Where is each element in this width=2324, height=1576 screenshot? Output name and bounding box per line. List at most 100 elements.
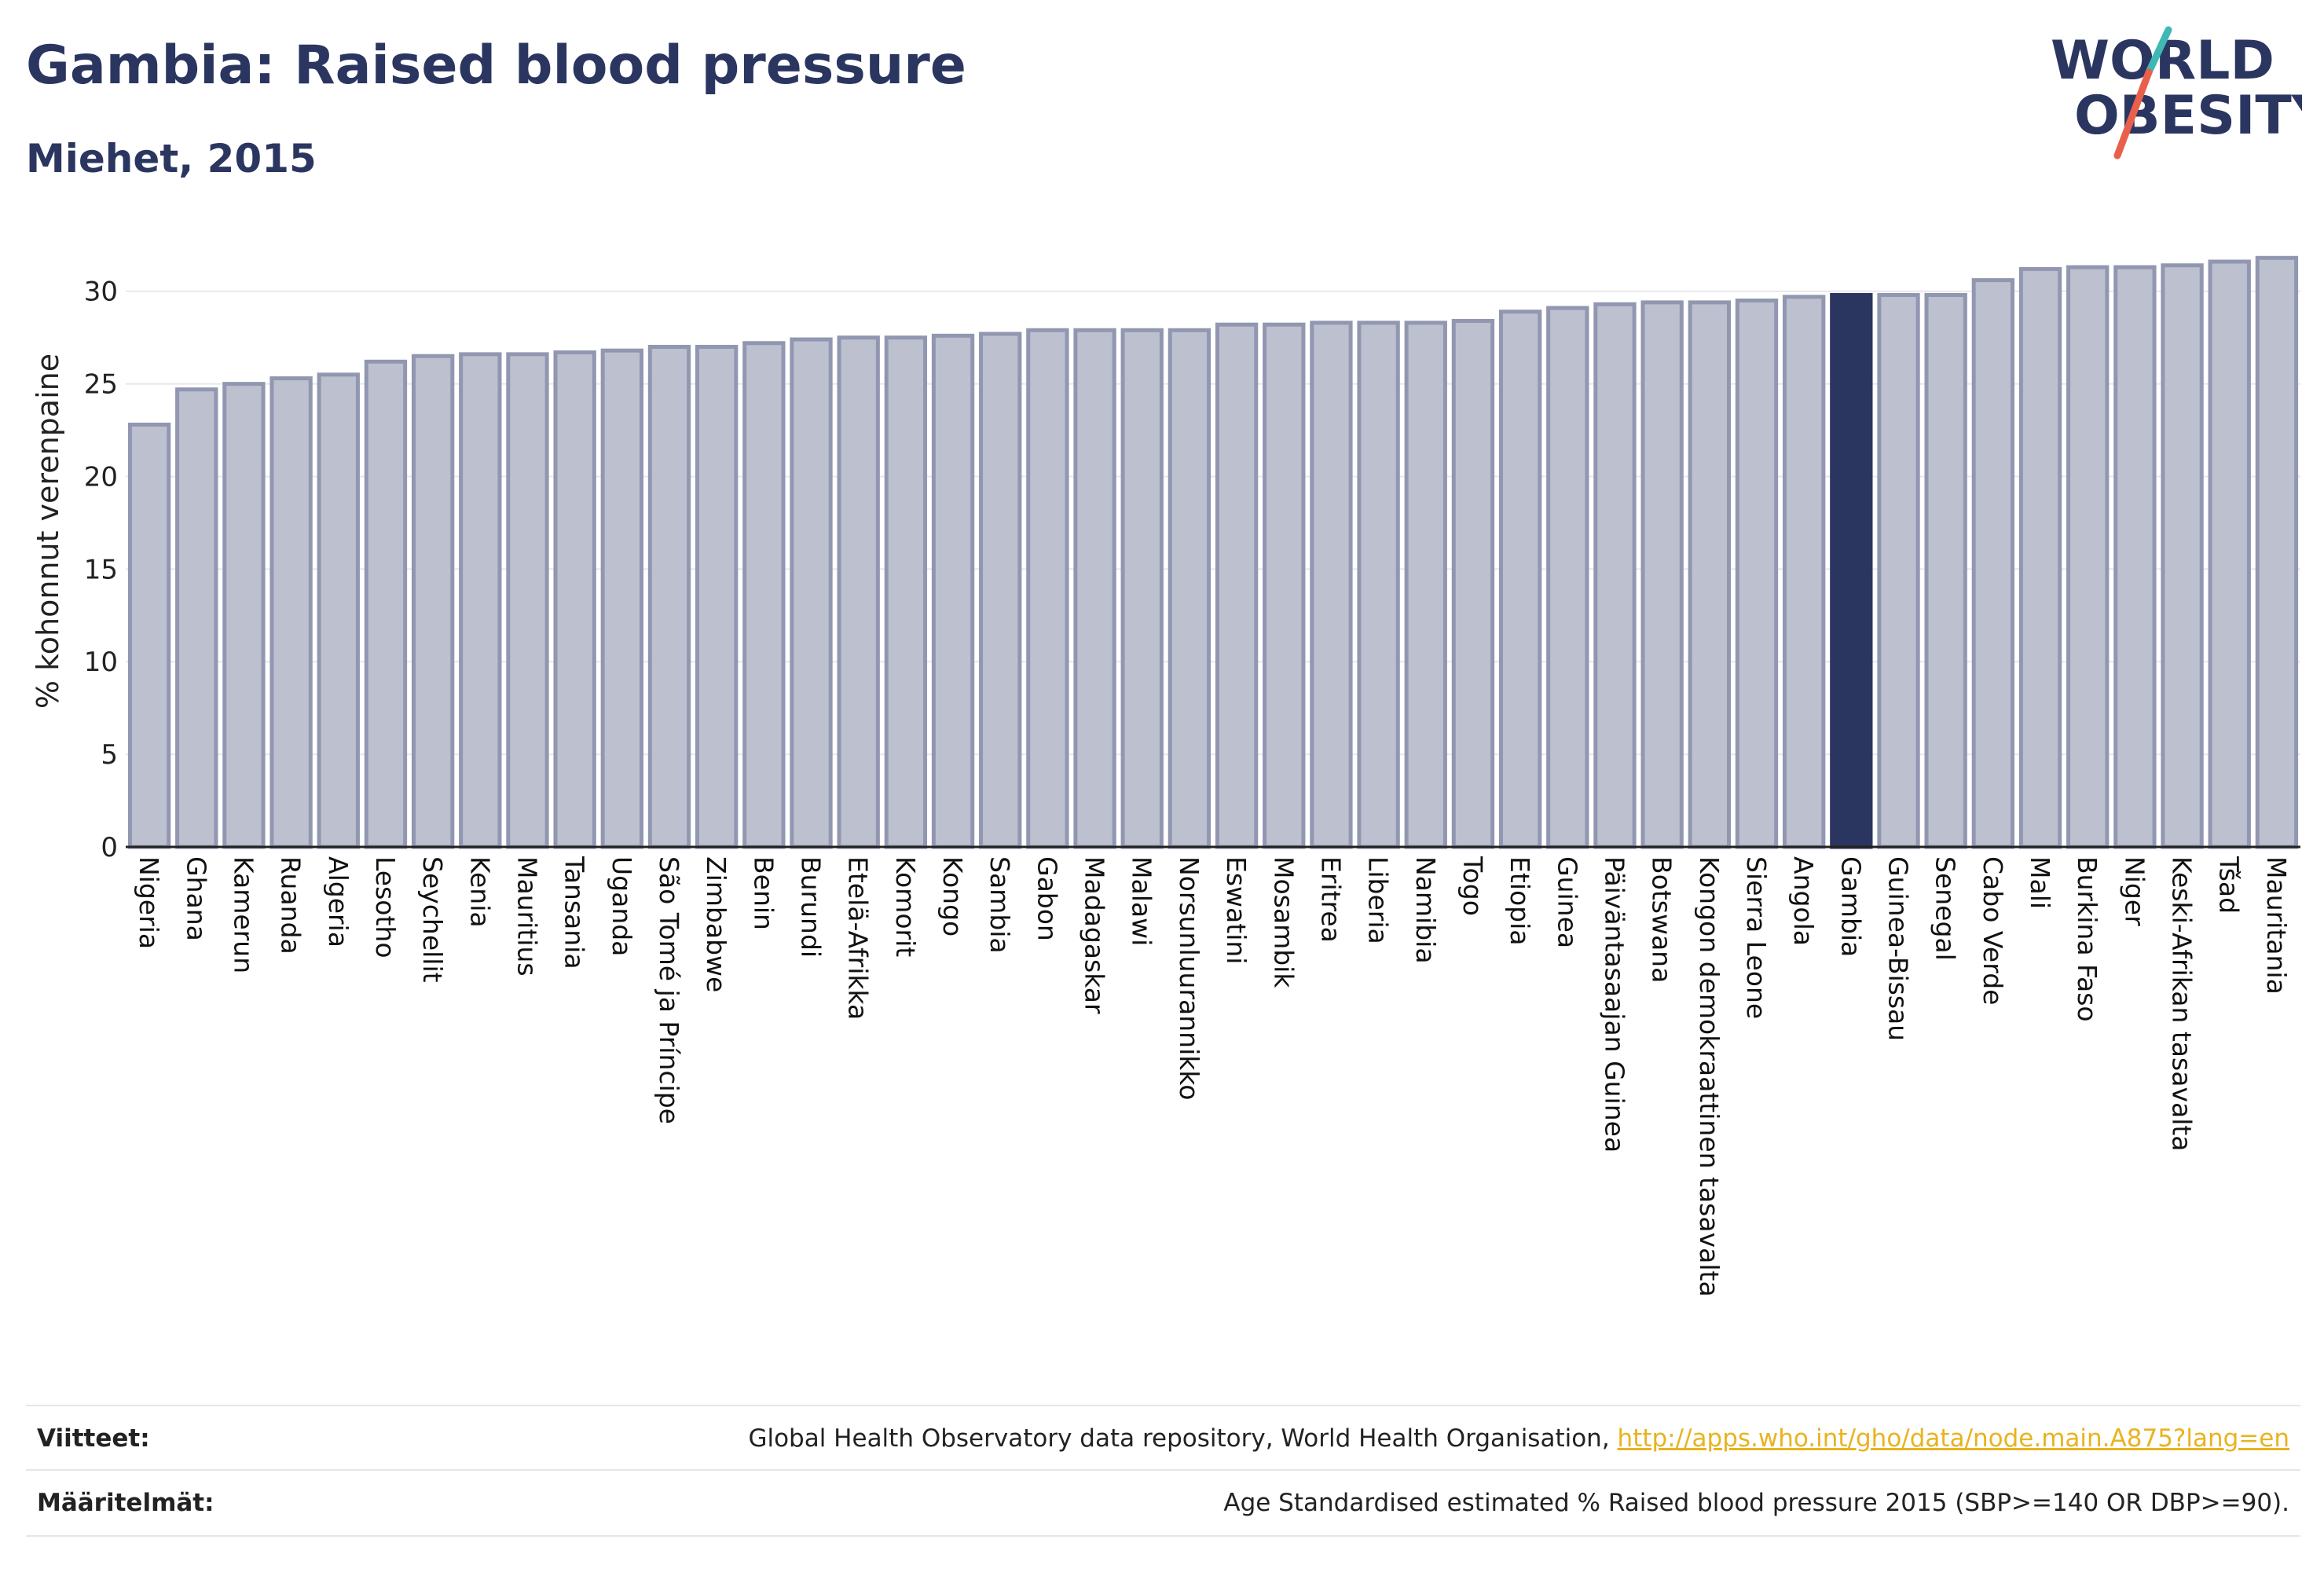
y-tick-label: 20 <box>84 461 118 493</box>
x-tick-label: Guinea-Bissau <box>1883 856 1914 1041</box>
x-tick-label: Nigeria <box>134 856 164 949</box>
bar <box>2113 265 2157 849</box>
bar <box>411 354 455 849</box>
bar <box>553 350 596 849</box>
footer-definitions-row: Määritelmät: Age Standardised estimated … <box>26 1469 2300 1537</box>
y-tick-label: 15 <box>84 554 118 585</box>
bar <box>742 341 786 849</box>
bar <box>790 337 833 849</box>
bar <box>1120 328 1164 849</box>
x-tick-label: Kenia <box>464 856 495 928</box>
bar <box>175 387 218 849</box>
bar <box>1783 295 1826 849</box>
y-tick-label: 25 <box>84 369 118 401</box>
x-tick-label: Liberia <box>1363 856 1394 944</box>
bar <box>647 344 691 849</box>
x-tick-label: Gabon <box>1032 856 1062 941</box>
y-tick-labels: 0 5 10 15 20 25 30 <box>84 277 118 863</box>
world-obesity-logo: WORLD OBESITY <box>2051 26 2302 159</box>
page-title: Gambia: Raised blood pressure <box>26 35 966 97</box>
bar <box>127 422 171 849</box>
x-tick-label: Benin <box>748 856 779 930</box>
bar <box>1357 321 1400 849</box>
bar <box>1451 318 1495 849</box>
y-tick-label: 30 <box>84 277 118 308</box>
bar <box>506 352 549 849</box>
sources-text: Global Health Observatory data repositor… <box>748 1424 1618 1453</box>
x-tick-label: Gambia <box>1835 856 1866 957</box>
x-tick-label: Lesotho <box>370 856 401 958</box>
bar <box>459 352 502 849</box>
bar <box>884 335 928 849</box>
bar <box>1924 292 1967 849</box>
bar <box>1073 328 1116 849</box>
logo-slash-teal <box>2145 26 2172 76</box>
bar <box>1640 300 1684 849</box>
footer-sources-row: Viitteet: Global Health Observatory data… <box>26 1405 2300 1471</box>
y-tick-label: 0 <box>101 832 118 863</box>
x-tick-label: Cabo Verde <box>1978 856 2008 1005</box>
y-tick-label: 10 <box>84 647 118 678</box>
bar <box>2208 259 2251 849</box>
bar <box>1971 278 2015 849</box>
x-tick-label: Senegal <box>1930 856 1961 961</box>
x-tick-label: Mali <box>2025 856 2055 909</box>
sources-label: Viitteet: <box>37 1424 150 1453</box>
bar <box>2161 263 2204 849</box>
bar <box>269 376 313 849</box>
x-tick-label: Tansania <box>559 856 590 969</box>
bar <box>600 348 643 849</box>
bar <box>222 382 266 849</box>
x-tick-label: Mauritius <box>511 856 542 977</box>
x-tick-label: Burkina Faso <box>2072 856 2102 1022</box>
x-tick-label: Madagaskar <box>1080 856 1110 1014</box>
x-tick-label: Botswana <box>1647 856 1677 983</box>
bar <box>695 344 739 849</box>
x-tick-label: Mauritania <box>2261 856 2292 995</box>
bar <box>1404 321 1447 849</box>
x-tick-label: Kongo <box>937 856 968 936</box>
definitions-value: Age Standardised estimated % Raised bloo… <box>1223 1489 2289 1517</box>
y-axis-title: % kohonnut verenpaine <box>31 354 65 709</box>
bar <box>931 333 975 849</box>
x-tick-label: Zimbabwe <box>701 856 731 992</box>
x-tick-label: Ghana <box>181 856 211 941</box>
x-tick-label: Etiopia <box>1505 856 1535 946</box>
bar <box>1263 322 1306 849</box>
logo-line-2: OBESITY <box>2074 85 2302 147</box>
sources-link[interactable]: http://apps.who.int/gho/data/node.main.A… <box>1617 1424 2289 1453</box>
x-tick-label: Guinea <box>1552 856 1582 948</box>
bar <box>1688 300 1731 849</box>
bar <box>1167 328 1211 849</box>
x-tick-labels: Nigeria Ghana Kamerun Ruanda Algeria Lesotho S… <box>134 856 2292 1297</box>
bar <box>1310 321 1353 849</box>
x-tick-label: Seychellit <box>417 856 448 983</box>
page-subtitle: Miehet, 2015 <box>26 136 317 181</box>
x-tick-label: Niger <box>2119 856 2150 926</box>
bar <box>364 359 408 849</box>
y-tick-label: 5 <box>101 739 118 771</box>
x-tick-label: Angola <box>1788 856 1819 946</box>
x-tick-label: Tšad <box>2214 856 2245 914</box>
bar <box>837 335 880 849</box>
x-tick-label: Mosambik <box>1268 856 1299 988</box>
logo-slash-red <box>2113 68 2153 159</box>
x-tick-label: São Tomé ja Príncipe <box>654 856 684 1124</box>
x-tick-label: Burundi <box>796 856 827 958</box>
bar <box>1215 322 1259 849</box>
x-tick-label: Sambia <box>984 856 1015 954</box>
bar <box>1026 328 1069 849</box>
x-tick-label: Norsunluurannikko <box>1174 856 1204 1101</box>
bar <box>1593 302 1637 849</box>
bar <box>2066 265 2110 849</box>
x-tick-label: Keski-Afrikan tasavalta <box>2167 856 2198 1152</box>
x-tick-label: Eritrea <box>1315 856 1346 943</box>
x-tick-label: Päiväntasaajan Guinea <box>1599 856 1629 1153</box>
bar <box>2018 266 2062 849</box>
definitions-label: Määritelmät: <box>37 1489 214 1517</box>
bar <box>1735 299 1779 849</box>
x-tick-label: Eswatini <box>1221 856 1252 964</box>
bar <box>1498 310 1542 849</box>
x-tick-label: Kongon demokraattinen tasavalta <box>1694 856 1725 1297</box>
